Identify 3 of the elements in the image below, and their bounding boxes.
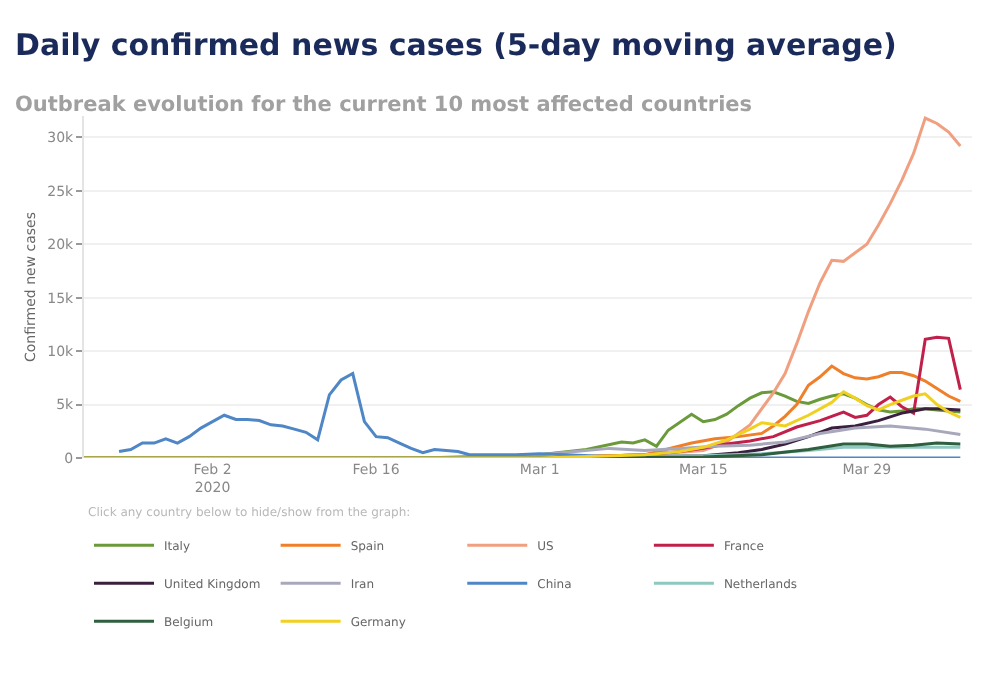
line-series [84,390,962,458]
chart-title: Daily confirmed news cases (5-day moving average) [15,26,897,63]
chart-subtitle: Outbreak evolution for the current 10 most affected countries [15,93,753,117]
